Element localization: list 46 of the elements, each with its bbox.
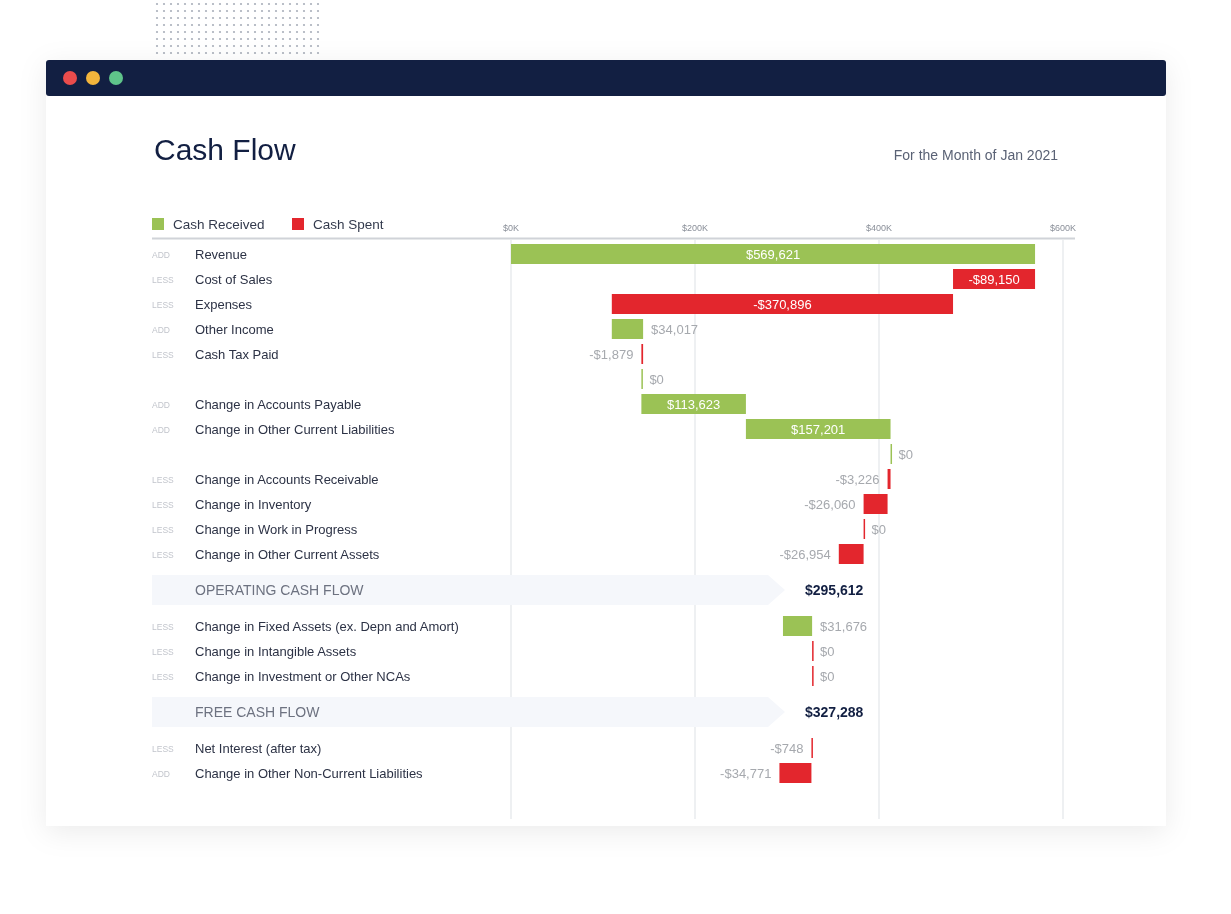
- data-label: $0: [820, 643, 835, 659]
- data-label: -$89,150: [968, 271, 1020, 287]
- y-tick-label: Other Income: [195, 321, 274, 337]
- y-tick-label: Change in Other Current Assets: [195, 546, 380, 562]
- y-tick-label: Expenses: [195, 296, 253, 312]
- y-tick-label: Change in Other Non-Current Liabilities: [195, 765, 424, 781]
- annotation: $327,288: [805, 704, 864, 720]
- y-tick-label: Net Interest (after tax): [195, 740, 322, 756]
- y-tick-label: Change in Work in Progress: [195, 521, 358, 537]
- data-label: $0: [898, 446, 913, 462]
- data-label: -$34,771: [720, 765, 772, 781]
- data-label: -$26,954: [779, 546, 831, 562]
- data-label: -$748: [770, 740, 804, 756]
- data-label: $113,623: [667, 396, 721, 412]
- x-tick-label: $600K: [1049, 223, 1077, 233]
- data-label: -$26,060: [804, 496, 856, 512]
- y-tick-label: Change in Investment or Other NCAs: [195, 668, 411, 684]
- y-tick-label: Cash Tax Paid: [195, 346, 279, 362]
- data-label: $569,621: [745, 246, 801, 262]
- data-label: $34,017: [651, 321, 699, 337]
- x-tick-label: $0K: [502, 223, 520, 233]
- y-tick-label: Change in Fixed Assets (ex. Depn and Amort): [195, 618, 459, 634]
- y-tick-label: Change in Intangible Assets: [195, 643, 357, 659]
- y-tick-label: Revenue: [195, 246, 248, 262]
- annotation: $295,612: [805, 582, 864, 598]
- data-label: -$3,226: [835, 471, 880, 487]
- data-label: $31,676: [820, 618, 868, 634]
- y-tick-label: OPERATING CASH FLOW: [195, 582, 365, 598]
- data-label: -$1,879: [589, 346, 634, 362]
- y-tick-label: FREE CASH FLOW: [195, 704, 321, 720]
- y-tick-label: Change in Other Current Liabilities: [195, 421, 395, 437]
- x-tick-label: $400K: [865, 223, 893, 233]
- chart-subtitle: For the Month of Jan 2021: [893, 147, 1059, 163]
- y-tick-label: Change in Accounts Receivable: [195, 471, 379, 487]
- y-tick-label: Cost of Sales: [195, 271, 273, 287]
- data-label: $0: [649, 371, 664, 387]
- legend-label: Cash Received: [173, 217, 265, 232]
- data-label: $157,201: [791, 421, 846, 437]
- y-tick-label: Change in Accounts Payable: [195, 396, 362, 412]
- x-tick-label: $200K: [681, 223, 709, 233]
- data-label: -$370,896: [753, 296, 812, 312]
- y-tick-label: Change in Inventory: [195, 496, 312, 512]
- data-label: $0: [820, 668, 835, 684]
- data-label: $0: [871, 521, 887, 537]
- text: Cash Flow: [154, 133, 297, 166]
- legend-label: Cash Spent: [313, 217, 384, 232]
